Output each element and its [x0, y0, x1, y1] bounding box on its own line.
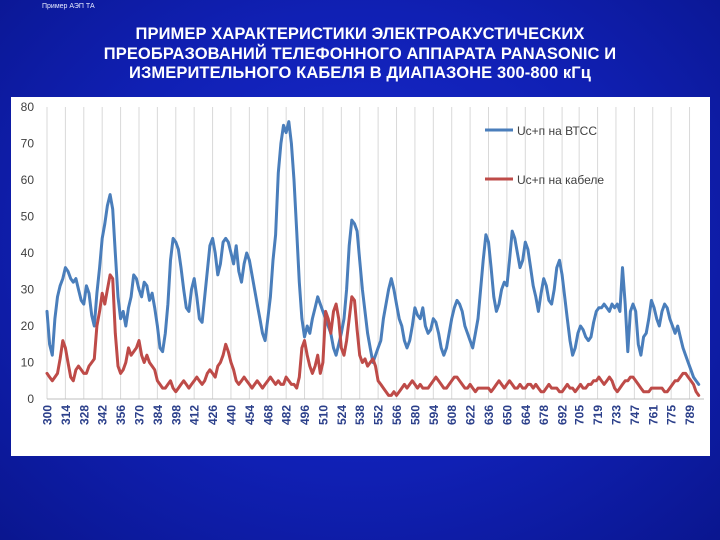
x-tick-label: 664 — [519, 405, 533, 425]
x-tick-label: 692 — [556, 405, 570, 425]
x-tick-label: 384 — [151, 405, 165, 425]
title-line-3: ИЗМЕРИТЕЛЬНОГО КАБЕЛЯ В ДИАПАЗОНЕ 300-80… — [129, 64, 591, 82]
y-tick-label: 70 — [21, 137, 35, 151]
x-tick-label: 524 — [335, 405, 349, 425]
y-tick-label: 60 — [21, 173, 35, 187]
x-tick-label: 496 — [298, 405, 312, 425]
y-tick-label: 40 — [21, 246, 35, 260]
slide-title: ПРИМЕР ХАРАКТЕРИСТИКИ ЭЛЕКТРОАКУСТИЧЕСКИ… — [20, 25, 700, 84]
x-tick-label: 328 — [77, 405, 91, 425]
x-tick-label: 426 — [206, 405, 220, 425]
y-axis-ticks: 0 10 20 30 40 50 60 70 80 — [21, 100, 35, 406]
y-tick-label: 0 — [27, 392, 34, 406]
x-tick-label: 594 — [427, 405, 441, 425]
x-tick-label: 412 — [188, 405, 202, 425]
x-tick-label: 789 — [683, 405, 697, 425]
y-tick-label: 50 — [21, 210, 35, 224]
slide-tag: Пример АЭП ТА — [42, 3, 95, 10]
x-tick-label: 370 — [132, 405, 146, 425]
x-tick-label: 608 — [445, 405, 459, 425]
x-tick-label: 398 — [169, 405, 183, 425]
x-tick-label: 761 — [646, 405, 660, 425]
x-tick-label: 747 — [628, 405, 642, 425]
chart-panel: 0 10 20 30 40 50 60 70 80 300 314 328 342 356 370 384 3… — [11, 97, 710, 456]
y-tick-label: 80 — [21, 100, 35, 114]
series-line-1 — [45, 120, 701, 386]
legend: Uс+п на ВТСС Uс+п на кабеле — [485, 124, 604, 187]
legend-label-1: Uс+п на ВТСС — [517, 124, 597, 138]
x-tick-label: 342 — [96, 405, 110, 425]
title-line-2: ПРЕОБРАЗОВАНИЙ ТЕЛЕФОННОГО АППАРАТА PANA… — [103, 44, 617, 63]
x-tick-label: 482 — [280, 405, 294, 425]
x-tick-label: 440 — [224, 405, 238, 425]
x-tick-label: 650 — [500, 405, 514, 425]
x-tick-label: 300 — [41, 405, 55, 425]
x-tick-label: 775 — [665, 405, 679, 425]
y-tick-label: 10 — [21, 356, 35, 370]
title-line-1: ПРИМЕР ХАРАКТЕРИСТИКИ ЭЛЕКТРОАКУСТИЧЕСКИ… — [135, 25, 585, 43]
y-tick-label: 30 — [21, 283, 35, 297]
x-tick-label: 566 — [390, 405, 404, 425]
x-tick-label: 510 — [316, 405, 330, 425]
y-tick-label: 20 — [21, 319, 35, 333]
x-tick-label: 580 — [408, 405, 422, 425]
x-tick-label: 356 — [114, 405, 128, 425]
legend-label-2: Uс+п на кабеле — [517, 173, 604, 187]
x-tick-label: 454 — [243, 405, 257, 425]
x-tick-label: 636 — [482, 405, 496, 425]
x-axis-ticks: 300 314 328 342 356 370 384 398 412 426 440 454 468 4… — [41, 405, 698, 425]
x-tick-label: 733 — [609, 405, 623, 425]
series-line-2 — [45, 273, 701, 397]
x-tick-label: 719 — [591, 405, 605, 425]
x-tick-label: 705 — [573, 405, 587, 425]
x-tick-label: 538 — [353, 405, 367, 425]
x-tick-label: 552 — [372, 405, 386, 425]
series-lines — [45, 120, 701, 397]
x-tick-label: 678 — [537, 405, 551, 425]
x-tick-label: 314 — [59, 405, 73, 425]
x-tick-label: 622 — [464, 405, 478, 425]
x-tick-label: 468 — [261, 405, 275, 425]
